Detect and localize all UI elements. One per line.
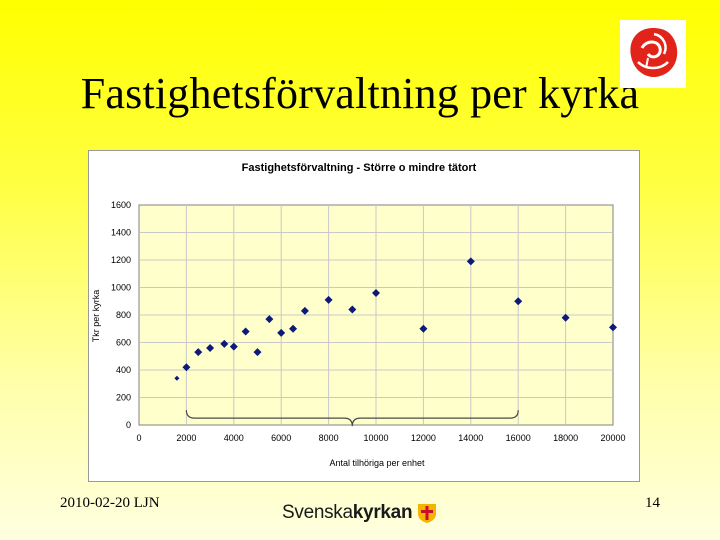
x-tick-label: 4000 <box>224 433 244 443</box>
page-number: 14 <box>645 495 660 511</box>
svenska-kyrkan-logo: Svenskakyrkan <box>282 500 438 526</box>
data-point <box>194 348 203 357</box>
x-tick-label: 8000 <box>319 433 339 443</box>
data-point <box>206 344 215 352</box>
x-tick-label: 6000 <box>271 433 291 443</box>
y-tick-label: 1400 <box>111 228 131 238</box>
y-tick-label: 1600 <box>111 200 131 210</box>
data-point <box>372 289 380 297</box>
brand-text-part1: Svenska <box>282 502 353 523</box>
x-tick-label: 18000 <box>553 433 578 443</box>
y-tick-label: 200 <box>116 393 131 403</box>
x-tick-label: 2000 <box>176 433 196 443</box>
y-tick-label: 1200 <box>111 255 131 265</box>
data-point <box>348 305 357 314</box>
slide-title: Fastighetsförvaltning per kyrka <box>80 69 640 118</box>
scatter-chart: Fastighetsförvaltning - Större o mindre … <box>88 150 640 482</box>
data-point <box>229 342 238 351</box>
x-tick-label: 14000 <box>458 433 483 443</box>
church-cross-logo-icon <box>418 504 437 523</box>
data-point <box>609 323 617 332</box>
y-tick-label: 400 <box>116 365 131 375</box>
y-axis-label: Tkr per kyrka <box>91 290 101 343</box>
footer-date: 2010-02-20 LJN <box>60 495 160 511</box>
x-tick-label: 0 <box>136 433 141 443</box>
data-point <box>277 328 286 337</box>
data-point <box>561 313 570 322</box>
data-point <box>241 327 250 336</box>
y-tick-label: 1000 <box>111 283 131 293</box>
x-tick-label: 16000 <box>506 433 531 443</box>
x-tick-label: 12000 <box>411 433 436 443</box>
chart-canvas: Fastighetsförvaltning - Större o mindre … <box>91 162 626 468</box>
y-tick-label: 0 <box>126 420 131 430</box>
data-point <box>174 375 180 381</box>
data-point <box>466 257 475 266</box>
brace-annotation <box>185 410 519 427</box>
data-point <box>514 297 523 306</box>
data-point <box>289 324 298 333</box>
x-tick-label: 10000 <box>363 433 388 443</box>
x-tick-label: 20000 <box>600 433 625 443</box>
brand-text-part2: kyrkan <box>352 502 413 523</box>
data-point <box>253 348 262 357</box>
chart-title: Fastighetsförvaltning - Större o mindre … <box>242 162 477 174</box>
y-tick-label: 800 <box>116 310 131 320</box>
x-axis-label: Antal tilhöriga per enhet <box>329 458 425 468</box>
data-point <box>182 363 191 372</box>
social-democrat-rose-icon <box>620 20 686 88</box>
data-point <box>324 295 333 304</box>
data-point <box>419 324 428 333</box>
data-point <box>300 306 309 315</box>
y-tick-label: 600 <box>116 338 131 348</box>
data-point <box>265 315 274 324</box>
data-point <box>220 339 229 348</box>
